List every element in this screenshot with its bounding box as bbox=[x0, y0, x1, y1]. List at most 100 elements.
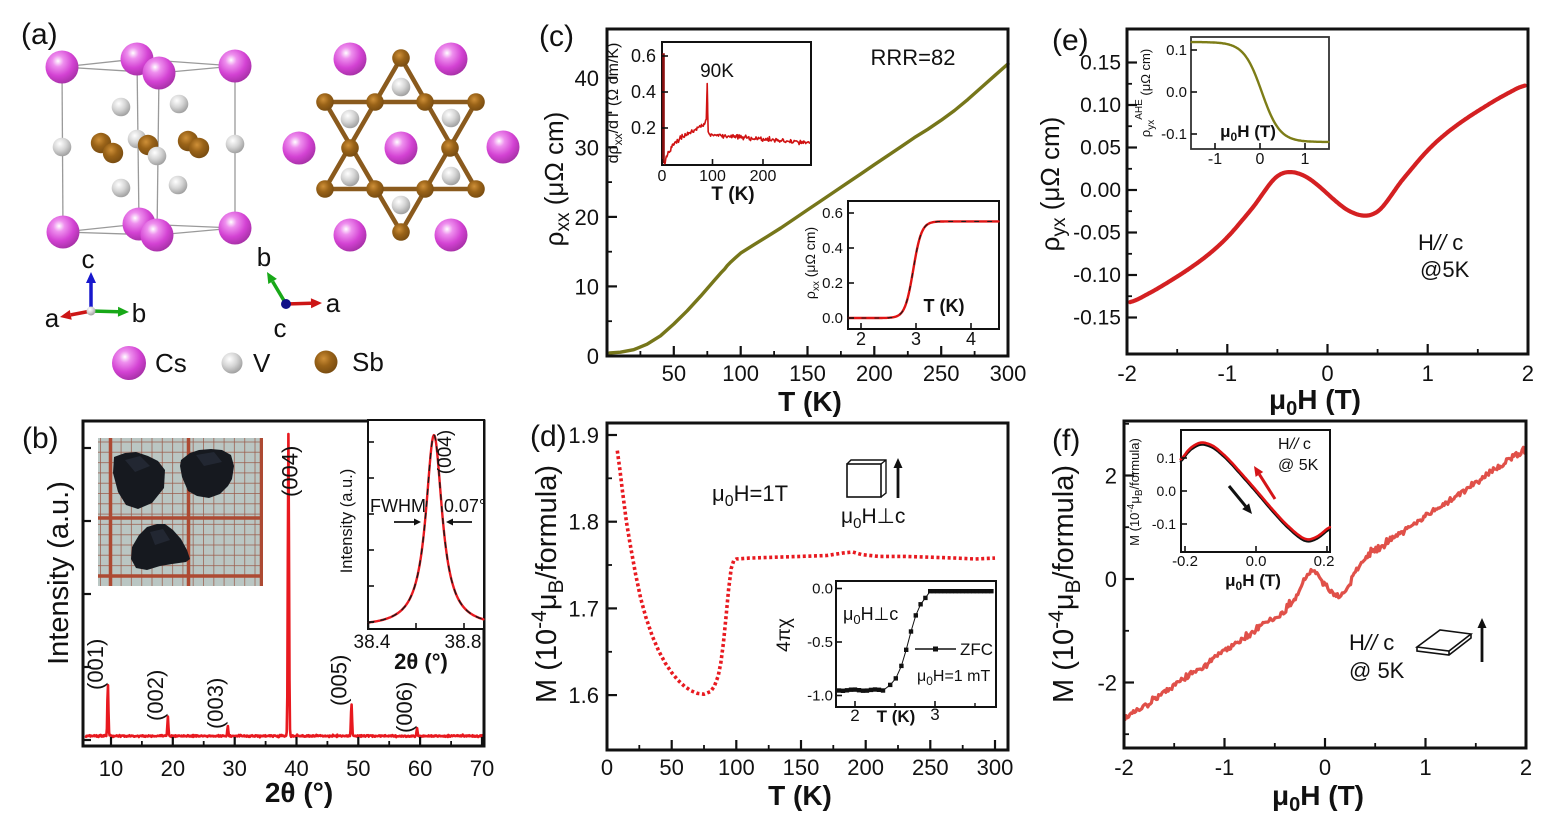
svg-text:1.6: 1.6 bbox=[568, 683, 599, 708]
svg-text:4πχ: 4πχ bbox=[774, 618, 795, 652]
svg-text:(f): (f) bbox=[1052, 424, 1080, 457]
svg-text:250: 250 bbox=[923, 361, 960, 386]
svg-text:-0.2: -0.2 bbox=[1172, 553, 1198, 570]
svg-text:μ0H⊥c: μ0H⊥c bbox=[841, 505, 905, 532]
svg-text:0.00: 0.00 bbox=[1080, 179, 1121, 202]
svg-text:(003): (003) bbox=[203, 678, 228, 729]
svg-text:0.1: 0.1 bbox=[1166, 42, 1187, 59]
svg-text:0.2: 0.2 bbox=[631, 118, 656, 138]
svg-text:(005): (005) bbox=[327, 655, 352, 706]
svg-text:μ0H=1 mT: μ0H=1 mT bbox=[917, 668, 990, 688]
svg-text:H// c: H// c bbox=[1418, 230, 1463, 255]
svg-text:1.7: 1.7 bbox=[568, 596, 599, 621]
svg-text:1: 1 bbox=[1301, 151, 1310, 168]
svg-text:(c): (c) bbox=[539, 20, 574, 53]
svg-text:4: 4 bbox=[966, 329, 976, 349]
svg-text:M (10-4μB/formula): M (10-4μB/formula) bbox=[1126, 438, 1145, 546]
svg-text:T (K): T (K) bbox=[711, 184, 754, 205]
svg-text:-0.10: -0.10 bbox=[1073, 264, 1121, 287]
svg-text:3: 3 bbox=[930, 705, 939, 724]
svg-text:-1.0: -1.0 bbox=[807, 688, 833, 705]
svg-text:-2: -2 bbox=[1117, 361, 1137, 386]
svg-text:H// c: H// c bbox=[1349, 630, 1394, 655]
svg-text:μ0H (T): μ0H (T) bbox=[1272, 780, 1364, 816]
svg-text:c: c bbox=[82, 244, 95, 274]
svg-text:0: 0 bbox=[1256, 151, 1265, 168]
svg-text:60: 60 bbox=[408, 756, 432, 781]
svg-text:1.9: 1.9 bbox=[568, 423, 599, 448]
svg-text:-2: -2 bbox=[1097, 671, 1117, 696]
svg-text:200: 200 bbox=[847, 755, 884, 780]
svg-text:2: 2 bbox=[1520, 755, 1532, 780]
svg-text:Intensity (a.u.): Intensity (a.u.) bbox=[43, 481, 75, 665]
svg-text:150: 150 bbox=[783, 755, 820, 780]
svg-text:3: 3 bbox=[911, 329, 921, 349]
svg-text:(001): (001) bbox=[83, 639, 108, 690]
svg-text:300: 300 bbox=[977, 755, 1014, 780]
svg-text:Cs: Cs bbox=[155, 348, 187, 378]
svg-text:a: a bbox=[326, 288, 341, 318]
svg-text:Sb: Sb bbox=[352, 347, 384, 377]
svg-text:-0.15: -0.15 bbox=[1073, 307, 1121, 330]
svg-text:150: 150 bbox=[789, 361, 826, 386]
svg-text:(e): (e) bbox=[1052, 24, 1089, 57]
svg-text:2θ (°): 2θ (°) bbox=[265, 777, 333, 808]
svg-text:T (K): T (K) bbox=[877, 707, 916, 726]
svg-text:Intensity (a.u.): Intensity (a.u.) bbox=[338, 469, 356, 574]
svg-text:300: 300 bbox=[990, 361, 1027, 386]
svg-text:0.0: 0.0 bbox=[822, 310, 843, 327]
svg-text:(002): (002) bbox=[143, 670, 168, 721]
svg-text:dρxx/dT (Ω cm/K): dρxx/dT (Ω cm/K) bbox=[605, 43, 625, 164]
svg-text:250: 250 bbox=[912, 755, 949, 780]
svg-text:0: 0 bbox=[1321, 361, 1333, 386]
svg-text:ρyx (μΩ cm): ρyx (μΩ cm) bbox=[1035, 117, 1070, 252]
svg-text:40: 40 bbox=[575, 66, 599, 91]
svg-text:0: 0 bbox=[587, 344, 599, 369]
svg-text:-0.5: -0.5 bbox=[807, 634, 833, 651]
svg-text:38.8: 38.8 bbox=[445, 632, 482, 653]
svg-text:T (K): T (K) bbox=[768, 780, 832, 811]
svg-text:H// c: H// c bbox=[1278, 436, 1311, 453]
svg-text:T (K): T (K) bbox=[778, 386, 842, 417]
svg-text:200: 200 bbox=[856, 361, 893, 386]
svg-text:μ0H⊥c: μ0H⊥c bbox=[843, 604, 898, 627]
svg-text:100: 100 bbox=[699, 168, 726, 185]
svg-text:0.6: 0.6 bbox=[631, 46, 656, 66]
svg-text:@ 5K: @ 5K bbox=[1349, 658, 1405, 683]
svg-text:0.0: 0.0 bbox=[1246, 553, 1267, 570]
svg-text:0.2: 0.2 bbox=[822, 275, 843, 292]
svg-text:μ0H (T): μ0H (T) bbox=[1220, 122, 1276, 144]
svg-text:10: 10 bbox=[575, 274, 599, 299]
svg-text:0.2: 0.2 bbox=[1314, 553, 1335, 570]
svg-text:-2: -2 bbox=[1114, 755, 1134, 780]
svg-text:-1: -1 bbox=[1215, 755, 1235, 780]
svg-text:c: c bbox=[274, 313, 287, 343]
svg-text:30: 30 bbox=[222, 756, 246, 781]
svg-text:38.4: 38.4 bbox=[354, 632, 391, 653]
svg-text:40: 40 bbox=[284, 756, 308, 781]
svg-text:(006): (006) bbox=[392, 682, 417, 733]
svg-text:T (K): T (K) bbox=[924, 296, 965, 316]
svg-text:(a): (a) bbox=[21, 18, 58, 51]
svg-text:2θ (°): 2θ (°) bbox=[394, 649, 448, 674]
svg-text:-0.05: -0.05 bbox=[1073, 222, 1121, 245]
svg-text:0.0: 0.0 bbox=[812, 581, 833, 598]
svg-text:20: 20 bbox=[161, 756, 185, 781]
svg-text:30: 30 bbox=[575, 135, 599, 160]
svg-text:M (10-4μB/formula): M (10-4μB/formula) bbox=[1045, 465, 1085, 703]
svg-text:70: 70 bbox=[470, 756, 494, 781]
svg-text:50: 50 bbox=[659, 755, 683, 780]
svg-text:FWHM: FWHM bbox=[370, 496, 426, 516]
svg-text:1: 1 bbox=[1422, 361, 1434, 386]
svg-text:μ0H (T): μ0H (T) bbox=[1225, 571, 1281, 593]
svg-text:50: 50 bbox=[662, 361, 686, 386]
svg-text:ZFC: ZFC bbox=[960, 640, 993, 659]
svg-text:2: 2 bbox=[856, 329, 866, 349]
svg-text:-1: -1 bbox=[1218, 361, 1238, 386]
svg-text:90K: 90K bbox=[700, 61, 734, 82]
svg-text:0.10: 0.10 bbox=[1080, 94, 1121, 117]
svg-text:-0.1: -0.1 bbox=[1161, 126, 1187, 143]
svg-text:20: 20 bbox=[575, 205, 599, 230]
svg-text:RRR=82: RRR=82 bbox=[871, 45, 956, 70]
svg-text:1.8: 1.8 bbox=[568, 510, 599, 535]
